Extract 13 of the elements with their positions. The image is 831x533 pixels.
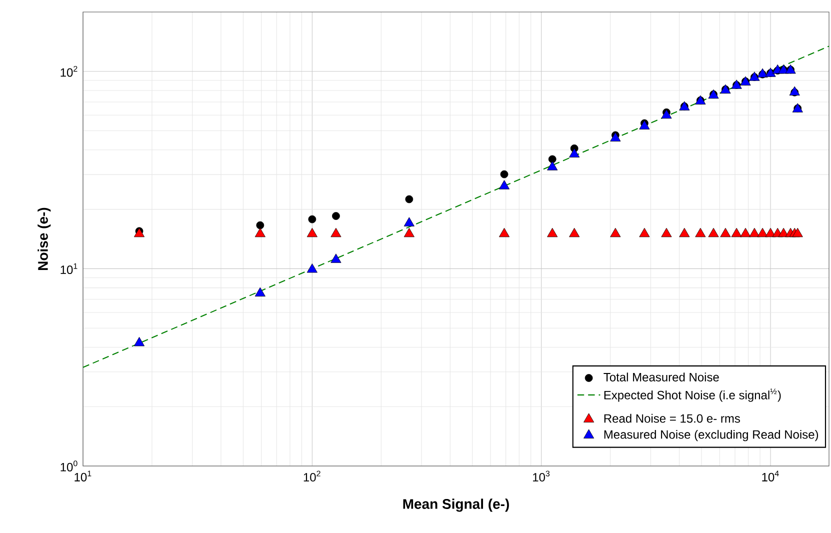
y-axis-title: Noise (e-) (38, 208, 51, 270)
x-tick-label: 10$^{2}$ (304, 470, 320, 482)
x-tick-label: 10$^{1}$ (74, 470, 92, 482)
y-tick-label: 10$^{1}$ (60, 263, 78, 274)
y-tick-label: 10$^{0}$ (60, 460, 78, 472)
legend-label: Read Noise = 15.0 e- rms (604, 414, 740, 423)
legend-label: Total Measured Noise (604, 372, 719, 382)
x-tick-label: 10$^{3}$ (533, 470, 550, 482)
x-tick-label: 10$^{4}$ (762, 470, 779, 482)
legend-label: Expected Shot Noise (i.e signal$^{½}$) (604, 388, 781, 402)
y-tick-label: 10$^{2}$ (60, 66, 78, 77)
x-axis-title: Mean Signal (e-) (403, 498, 509, 512)
legend-label: Measured Noise (excluding Read Noise) (604, 430, 818, 442)
